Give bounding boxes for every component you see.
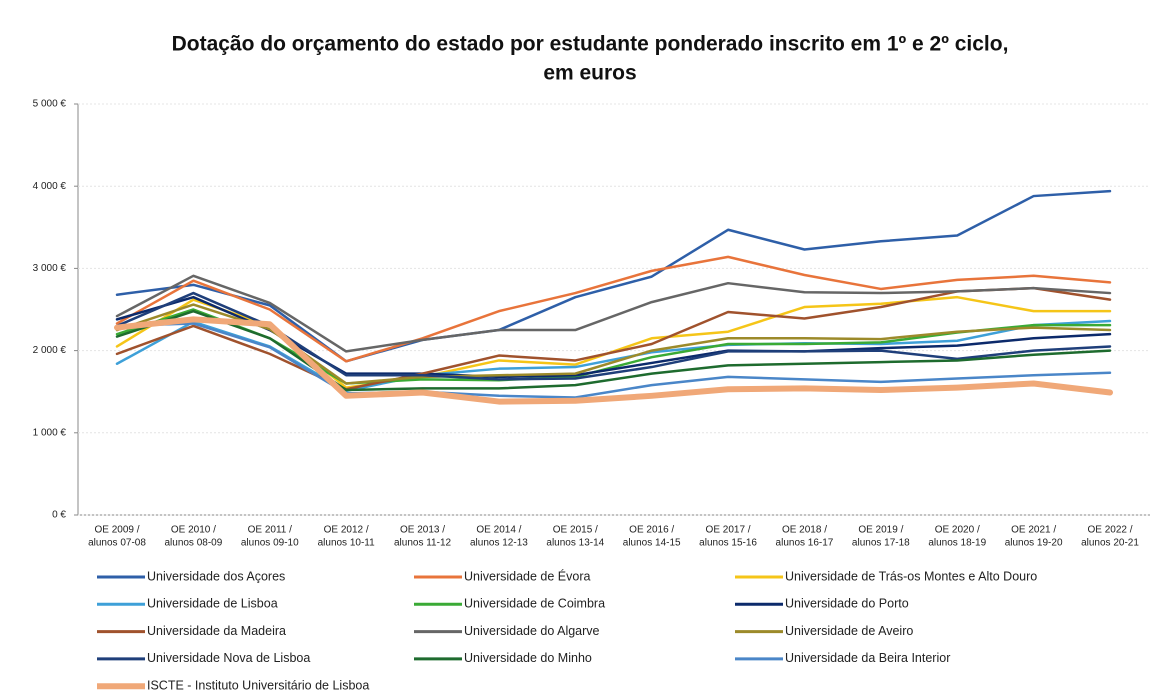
x-tick-label: alunos 10-11	[318, 538, 376, 549]
legend-label: Universidade do Minho	[464, 651, 592, 665]
legend-label: Universidade do Porto	[785, 597, 909, 611]
series-line	[115, 274, 1112, 353]
y-tick-label: 2 000 €	[33, 345, 67, 356]
legend-label: ISCTE - Instituto Universitário de Lisbo…	[147, 678, 369, 692]
x-tick-label: OE 2015 /	[553, 525, 598, 536]
x-tick-label: alunos 18-19	[928, 538, 986, 549]
x-tick-label: OE 2014 /	[476, 525, 521, 536]
chart-title: Dotação do orçamento do estado por estud…	[172, 33, 1009, 56]
y-tick-label: 5 000 €	[33, 99, 67, 110]
x-tick-label: alunos 07-08	[88, 538, 146, 549]
x-tick-label: alunos 08-09	[164, 538, 222, 549]
x-tick-label: OE 2022 /	[1087, 525, 1132, 536]
x-tick-label: alunos 09-10	[241, 538, 299, 549]
series-line	[115, 286, 1112, 391]
series-line	[115, 255, 1112, 363]
legend-label: Universidade dos Açores	[147, 569, 285, 583]
legend-label: Universidade da Beira Interior	[785, 651, 950, 665]
legend-label: Universidade de Lisboa	[147, 597, 278, 611]
y-tick-label: 3 000 €	[33, 263, 67, 274]
x-tick-label: OE 2009 /	[94, 525, 139, 536]
x-tick-label: OE 2011 /	[248, 525, 293, 536]
y-tick-label: 4 000 €	[33, 181, 67, 192]
x-tick-label: OE 2010 /	[171, 525, 216, 536]
x-tick-label: alunos 19-20	[1005, 538, 1063, 549]
x-tick-label: alunos 20-21	[1081, 538, 1139, 549]
x-tick-label: OE 2018 /	[782, 525, 827, 536]
x-tick-label: OE 2012 /	[324, 525, 369, 536]
legend-label: Universidade de Évora	[464, 568, 591, 583]
x-tick-label: alunos 14-15	[623, 538, 681, 549]
x-tick-label: OE 2021 /	[1011, 525, 1056, 536]
x-tick-label: alunos 16-17	[776, 538, 834, 549]
x-tick-label: alunos 12-13	[470, 538, 528, 549]
y-tick-label: 0 €	[52, 510, 66, 521]
legend-label: Universidade de Aveiro	[785, 624, 913, 638]
x-tick-label: OE 2017 /	[706, 525, 751, 536]
legend-label: Universidade de Trás-os Montes e Alto Do…	[785, 569, 1037, 583]
y-tick-label: 1 000 €	[33, 427, 67, 438]
x-tick-label: alunos 11-12	[394, 538, 452, 549]
x-tick-label: OE 2019 /	[858, 525, 903, 536]
legend-label: Universidade Nova de Lisboa	[147, 651, 310, 665]
x-tick-label: alunos 17-18	[852, 538, 910, 549]
x-tick-label: OE 2013 /	[400, 525, 445, 536]
x-tick-label: alunos 15-16	[699, 538, 757, 549]
legend-label: Universidade da Madeira	[147, 624, 286, 638]
x-tick-label: OE 2016 /	[629, 525, 674, 536]
legend-label: Universidade de Coimbra	[464, 597, 605, 611]
chart-title: em euros	[543, 62, 636, 85]
legend-label: Universidade do Algarve	[464, 624, 600, 638]
series-line	[115, 322, 1112, 399]
x-tick-label: OE 2020 /	[935, 525, 980, 536]
series-line	[114, 316, 1113, 405]
series-line	[115, 309, 1112, 392]
x-tick-label: alunos 13-14	[546, 538, 604, 549]
series-line	[115, 189, 1112, 363]
